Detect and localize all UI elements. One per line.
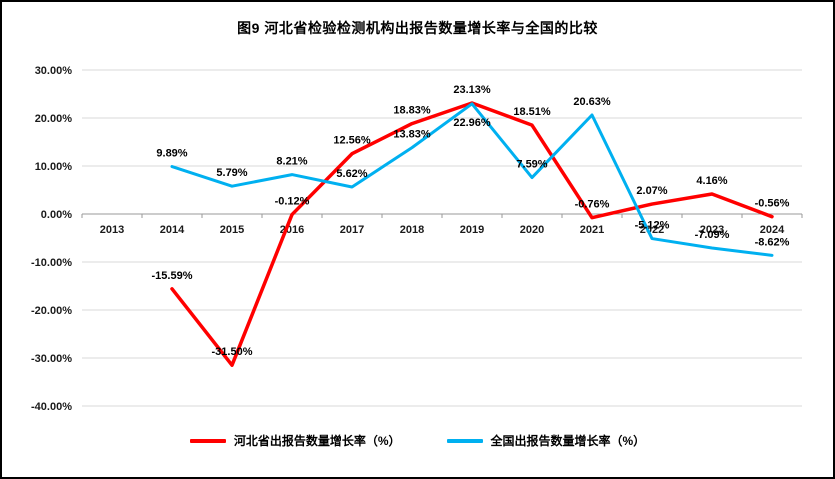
data-label: -0.76% — [575, 199, 610, 211]
legend-item-national: 全国出报告数量增长率（%） — [446, 432, 646, 449]
data-label: -15.59% — [152, 270, 193, 282]
y-axis-tick-label: 20.00% — [35, 113, 73, 125]
legend: 河北省出报告数量增长率（%） 全国出报告数量增长率（%） — [2, 432, 833, 449]
data-label: 12.56% — [333, 135, 371, 147]
national-series-line — [170, 102, 774, 257]
y-axis-tick-label: 0.00% — [41, 209, 72, 221]
data-label: -7.09% — [695, 229, 730, 241]
legend-item-hebei: 河北省出报告数量增长率（%） — [189, 432, 401, 449]
national-line-swatch — [446, 438, 483, 443]
x-axis-tick-label: 2024 — [760, 224, 785, 236]
chart-title: 图9 河北省检验检测机构出报告数量增长率与全国的比较 — [237, 20, 598, 36]
data-label: -0.56% — [755, 198, 790, 210]
data-label: 20.63% — [573, 96, 611, 108]
x-axis-tick-label: 2020 — [520, 224, 544, 236]
data-label: 7.59% — [516, 159, 547, 171]
data-label: -8.62% — [755, 236, 790, 248]
data-label: 23.13% — [453, 84, 491, 96]
x-axis-tick-label: 2013 — [100, 224, 124, 236]
data-label: 8.21% — [276, 156, 307, 168]
y-axis-tick-label: -10.00% — [31, 257, 72, 269]
data-label: -0.12% — [275, 196, 310, 208]
data-label: 9.89% — [156, 148, 187, 160]
x-axis-tick-label: 2014 — [160, 224, 185, 236]
data-label: 2.07% — [636, 185, 667, 197]
data-label: 4.16% — [696, 175, 727, 187]
x-axis-tick-label: 2018 — [400, 224, 424, 236]
legend-label-national: 全国出报告数量增长率（%） — [490, 434, 646, 448]
data-label: 5.79% — [216, 167, 247, 179]
data-label: 22.96% — [453, 117, 491, 129]
x-axis-tick-label: 2019 — [460, 224, 484, 236]
x-axis-tick-label: 2015 — [220, 224, 244, 236]
hebei-line-swatch — [189, 438, 226, 443]
y-axis-tick-label: -30.00% — [31, 353, 72, 365]
y-axis-tick-label: 10.00% — [35, 161, 73, 173]
y-axis-tick-label: 30.00% — [35, 65, 73, 77]
data-label: 18.51% — [513, 106, 551, 118]
data-label: 5.62% — [336, 168, 367, 180]
legend-label-hebei: 河北省出报告数量增长率（%） — [233, 434, 401, 448]
x-axis-tick-label: 2023 — [700, 224, 724, 236]
y-axis-tick-label: -20.00% — [31, 305, 72, 317]
x-axis-tick-label: 2021 — [580, 224, 604, 236]
data-label: 18.83% — [393, 105, 431, 117]
data-label: -5.12% — [635, 220, 670, 232]
data-label: -31.50% — [212, 346, 253, 358]
data-label: 13.83% — [393, 129, 431, 141]
y-axis-tick-label: -40.00% — [31, 401, 72, 413]
x-axis-tick-label: 2017 — [340, 224, 364, 236]
